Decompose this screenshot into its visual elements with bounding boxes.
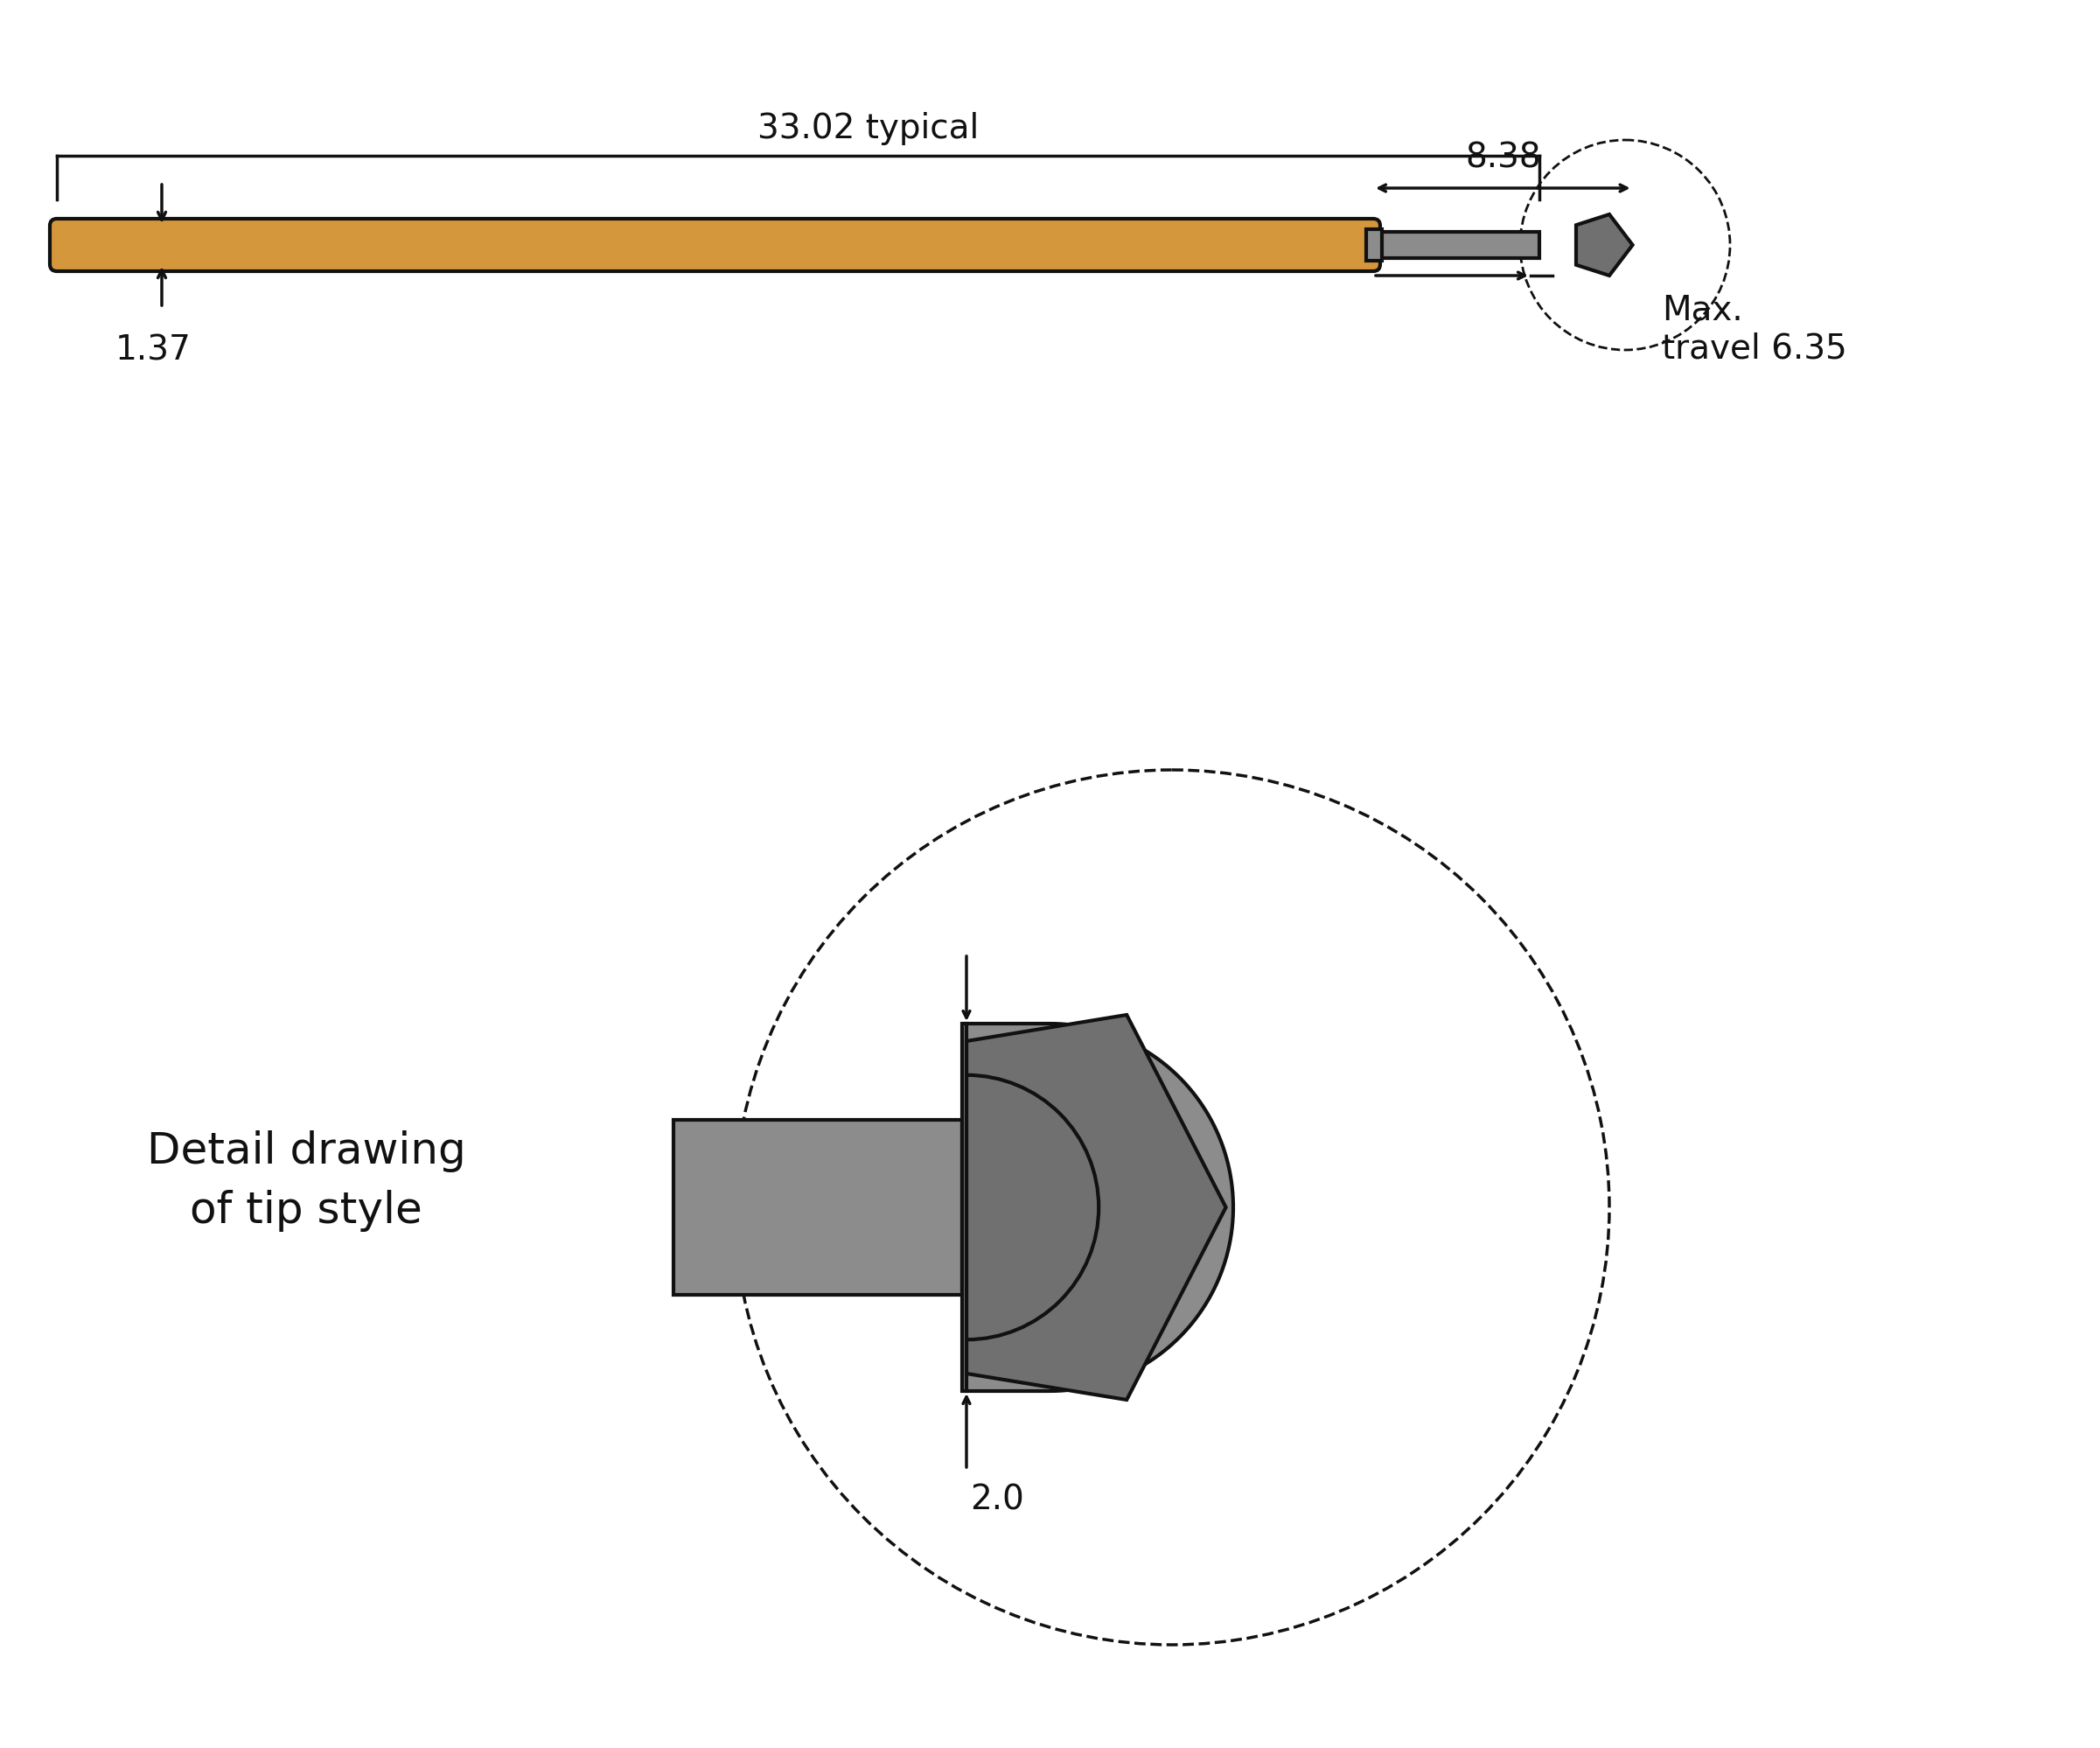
Text: 33.02 typical: 33.02 typical [758,112,979,145]
FancyBboxPatch shape [50,218,1380,271]
Text: Detail drawing
of tip style: Detail drawing of tip style [147,1131,466,1231]
Polygon shape [1577,215,1632,276]
Text: 8.38: 8.38 [1466,142,1541,175]
Bar [674,1120,962,1295]
Bar [1367,229,1382,260]
Text: 1.37: 1.37 [116,334,191,367]
Text: 2.0: 2.0 [970,1482,1025,1516]
Polygon shape [962,1024,1233,1391]
Bar [1373,232,1539,259]
Text: Max.
travel 6.35: Max. travel 6.35 [1661,294,1848,365]
Polygon shape [966,1016,1226,1400]
